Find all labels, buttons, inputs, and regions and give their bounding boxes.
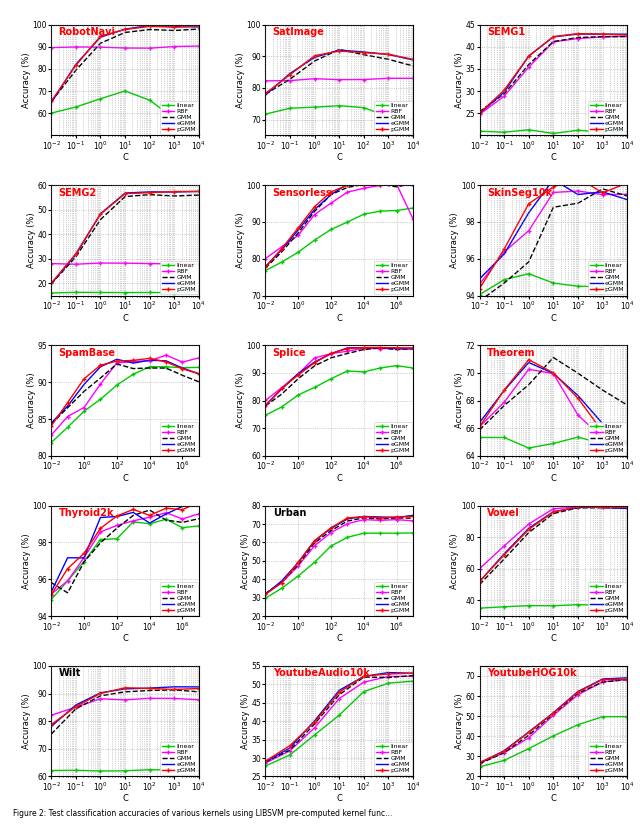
Legend: linear, RBF, GMM, eGMM, pGMM: linear, RBF, GMM, eGMM, pGMM	[374, 742, 412, 775]
Text: Theorem: Theorem	[487, 348, 536, 358]
X-axis label: C: C	[122, 154, 128, 162]
Legend: linear, RBF, GMM, eGMM, pGMM: linear, RBF, GMM, eGMM, pGMM	[588, 261, 626, 294]
X-axis label: C: C	[122, 474, 128, 483]
Y-axis label: Accuracy (%): Accuracy (%)	[22, 52, 31, 108]
Legend: linear, RBF, GMM, eGMM, pGMM: linear, RBF, GMM, eGMM, pGMM	[588, 582, 626, 615]
Text: SpamBase: SpamBase	[59, 348, 116, 358]
Y-axis label: Accuracy (%): Accuracy (%)	[455, 373, 464, 429]
Text: YoutubeHOG10k: YoutubeHOG10k	[487, 668, 577, 678]
Text: Wilt: Wilt	[59, 668, 81, 678]
Y-axis label: Accuracy (%): Accuracy (%)	[236, 52, 245, 108]
Text: Splice: Splice	[273, 348, 307, 358]
Y-axis label: Accuracy (%): Accuracy (%)	[451, 212, 460, 268]
Y-axis label: Accuracy (%): Accuracy (%)	[451, 533, 460, 589]
Y-axis label: Accuracy (%): Accuracy (%)	[236, 212, 245, 268]
X-axis label: C: C	[550, 474, 556, 483]
Text: SEMG2: SEMG2	[59, 188, 97, 197]
Legend: linear, RBF, GMM, eGMM, pGMM: linear, RBF, GMM, eGMM, pGMM	[588, 101, 626, 134]
Legend: linear, RBF, GMM, eGMM, pGMM: linear, RBF, GMM, eGMM, pGMM	[160, 421, 198, 454]
Text: Figure 2: Test classification accuracies of various kernels using LIBSVM pre-com: Figure 2: Test classification accuracies…	[13, 809, 392, 818]
Legend: linear, RBF, GMM, eGMM, pGMM: linear, RBF, GMM, eGMM, pGMM	[374, 261, 412, 294]
Y-axis label: Accuracy (%): Accuracy (%)	[22, 693, 31, 749]
Y-axis label: Accuracy (%): Accuracy (%)	[455, 52, 464, 108]
Text: SEMG1: SEMG1	[487, 27, 525, 37]
Text: RobotNavi: RobotNavi	[59, 27, 116, 37]
Legend: linear, RBF, GMM, eGMM, pGMM: linear, RBF, GMM, eGMM, pGMM	[160, 261, 198, 294]
Y-axis label: Accuracy (%): Accuracy (%)	[236, 373, 245, 429]
X-axis label: C: C	[550, 795, 556, 804]
Text: Thyroid2k: Thyroid2k	[59, 508, 114, 518]
Y-axis label: Accuracy (%): Accuracy (%)	[27, 373, 36, 429]
Legend: linear, RBF, GMM, eGMM, pGMM: linear, RBF, GMM, eGMM, pGMM	[588, 421, 626, 454]
Y-axis label: Accuracy (%): Accuracy (%)	[241, 533, 250, 589]
Legend: linear, RBF, GMM, eGMM, pGMM: linear, RBF, GMM, eGMM, pGMM	[160, 742, 198, 775]
X-axis label: C: C	[336, 154, 342, 162]
X-axis label: C: C	[336, 314, 342, 323]
X-axis label: C: C	[336, 474, 342, 483]
Y-axis label: Accuracy (%): Accuracy (%)	[455, 693, 464, 749]
X-axis label: C: C	[550, 634, 556, 643]
Text: YoutubeAudio10k: YoutubeAudio10k	[273, 668, 370, 678]
Legend: linear, RBF, GMM, eGMM, pGMM: linear, RBF, GMM, eGMM, pGMM	[374, 582, 412, 615]
Legend: linear, RBF, GMM, eGMM, pGMM: linear, RBF, GMM, eGMM, pGMM	[588, 742, 626, 775]
Legend: linear, RBF, GMM, eGMM, pGMM: linear, RBF, GMM, eGMM, pGMM	[160, 101, 198, 134]
X-axis label: C: C	[336, 634, 342, 643]
X-axis label: C: C	[122, 314, 128, 323]
Y-axis label: Accuracy (%): Accuracy (%)	[27, 212, 36, 268]
Text: SkinSeg10k: SkinSeg10k	[487, 188, 552, 197]
Legend: linear, RBF, GMM, eGMM, pGMM: linear, RBF, GMM, eGMM, pGMM	[374, 101, 412, 134]
X-axis label: C: C	[122, 795, 128, 804]
Y-axis label: Accuracy (%): Accuracy (%)	[241, 693, 250, 749]
Text: Sensorless: Sensorless	[273, 188, 332, 197]
Legend: linear, RBF, GMM, eGMM, pGMM: linear, RBF, GMM, eGMM, pGMM	[374, 421, 412, 454]
Text: Vowel: Vowel	[487, 508, 520, 518]
X-axis label: C: C	[336, 795, 342, 804]
Text: SatImage: SatImage	[273, 27, 324, 37]
Legend: linear, RBF, GMM, eGMM, pGMM: linear, RBF, GMM, eGMM, pGMM	[160, 582, 198, 615]
Text: Urban: Urban	[273, 508, 306, 518]
X-axis label: C: C	[550, 154, 556, 162]
Y-axis label: Accuracy (%): Accuracy (%)	[22, 533, 31, 589]
X-axis label: C: C	[122, 634, 128, 643]
X-axis label: C: C	[550, 314, 556, 323]
